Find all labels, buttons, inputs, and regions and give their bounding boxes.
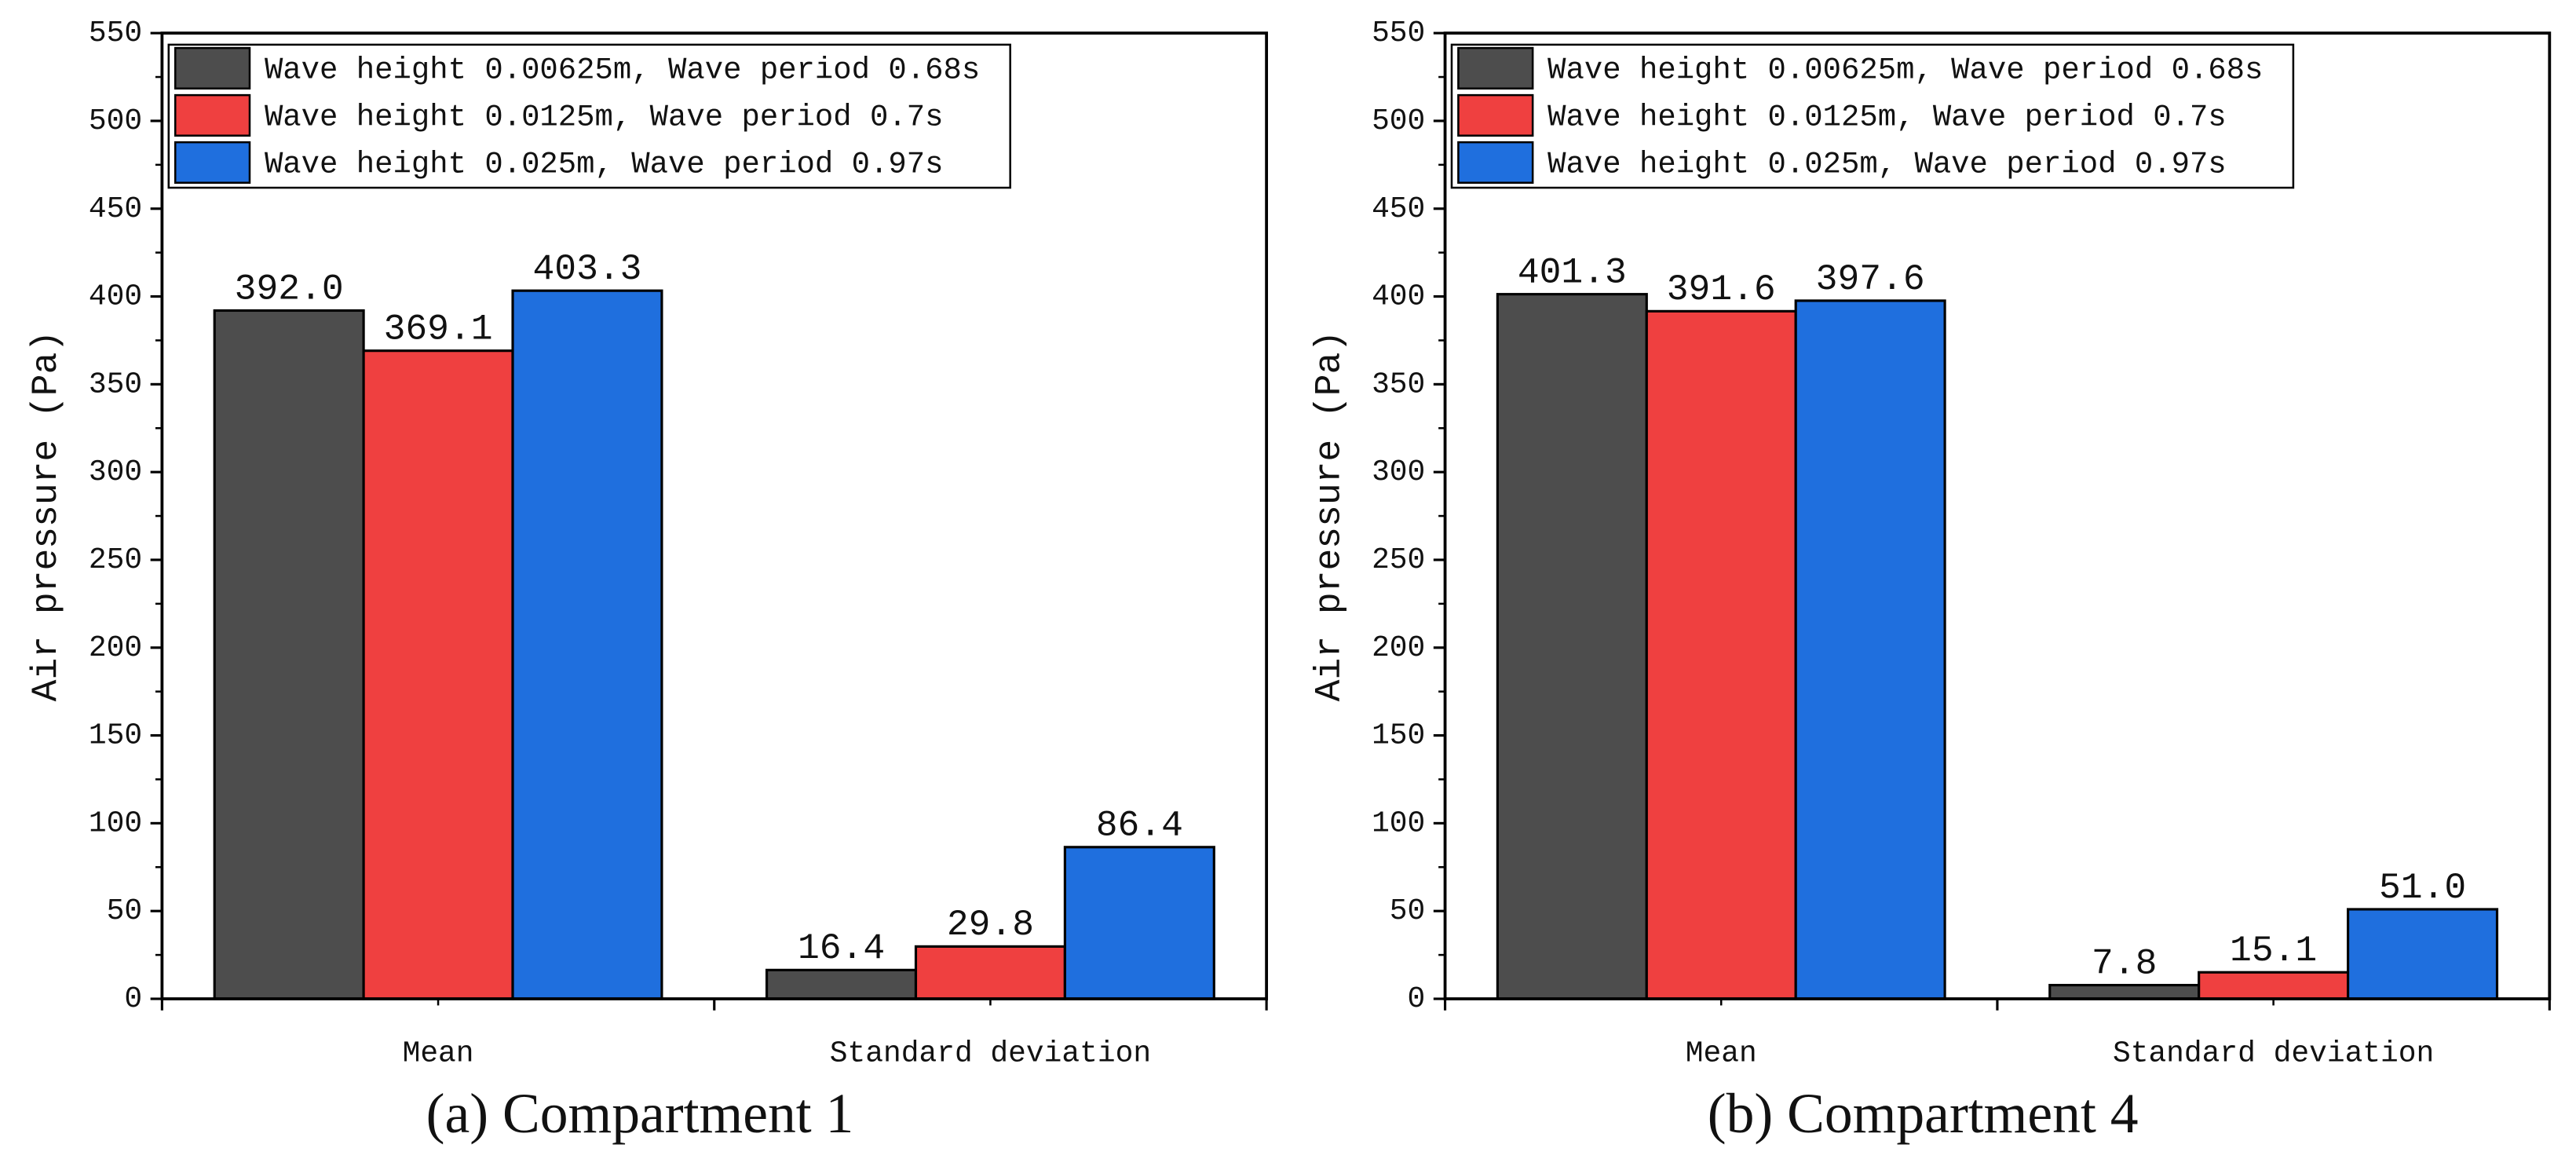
legend-label: Wave height 0.00625m, Wave period 0.68s [265,53,980,87]
y-tick-label: 50 [107,894,142,928]
y-tick-label: 400 [89,280,142,314]
legend-swatch [1457,93,1534,137]
caption: (a) Compartment 1 [426,1083,854,1145]
value-label: 86.4 [1096,805,1183,846]
bar [213,309,365,1000]
y-tick-label: 550 [89,16,142,50]
y-tick-label: 200 [1372,631,1425,665]
y-tick-label: 500 [89,104,142,138]
caption: (b) Compartment 4 [1708,1083,2139,1145]
value-label: 401.3 [1518,252,1627,294]
legend-frame [1450,43,2295,189]
value-label: 7.8 [2092,942,2157,984]
value-label: 397.6 [1816,258,1925,300]
value-label: 369.1 [384,309,493,350]
value-label: 29.8 [947,904,1034,945]
y-tick-label: 500 [1372,104,1425,138]
bar [1794,299,1946,1000]
value-label: 51.0 [2379,867,2466,909]
legend-swatch [174,93,251,137]
bar [2048,983,2201,1000]
chart-panel: 0 50 100 150 200 250 300 350 400 450 500 550 Air pre… [25,16,1269,1145]
x-tick-label: Mean [403,1037,474,1071]
legend-swatch [174,141,251,185]
y-tick-label: 150 [1372,719,1425,753]
legend-label: Wave height 0.0125m, Wave period 0.7s [1547,100,2227,134]
bar [765,968,918,1000]
x-tick-label: Standard deviation [830,1037,1151,1071]
plot-frame [1443,31,2552,1000]
legend-frame [167,43,1011,189]
legend-label: Wave height 0.025m, Wave period 0.97s [1547,147,2227,181]
y-tick-label: 350 [1372,367,1425,401]
y-tick-label: 400 [1372,280,1425,314]
value-label: 15.1 [2230,930,2317,971]
value-label: 392.0 [235,268,344,309]
y-tick-label: 350 [89,367,142,401]
bar [1496,293,1648,1000]
bar [362,349,514,1000]
y-tick-label: 50 [1390,894,1425,928]
x-tick-label: Standard deviation [2113,1037,2434,1071]
bar [1063,846,1215,1000]
chart-panel: 0 50 100 150 200 250 300 350 400 450 500 550 Air pre… [1308,16,2552,1145]
y-tick-label: 100 [89,806,142,840]
bar [1645,309,1797,1000]
plot-frame [160,31,1269,1000]
bar [2198,971,2350,1000]
y-tick-label: 550 [1372,16,1425,50]
bar [914,945,1066,1000]
legend-label: Wave height 0.0125m, Wave period 0.7s [265,100,944,134]
value-label: 391.6 [1667,269,1776,310]
legend-swatch [174,46,251,90]
y-tick-label: 200 [89,631,142,665]
y-tick-label: 450 [89,192,142,226]
bar [511,289,663,1000]
bar [2346,908,2499,1000]
y-axis-label: Air pressure (Pa) [1308,331,1350,701]
legend-swatch [1457,141,1534,185]
legend-label: Wave height 0.00625m, Wave period 0.68s [1547,53,2263,87]
legend-label: Wave height 0.025m, Wave period 0.97s [265,147,944,181]
y-tick-label: 300 [89,455,142,489]
y-tick-label: 250 [89,543,142,577]
y-tick-label: 100 [1372,806,1425,840]
y-tick-label: 150 [89,719,142,753]
y-tick-label: 450 [1372,192,1425,226]
y-tick-label: 250 [1372,543,1425,577]
y-tick-label: 0 [124,982,142,1016]
y-tick-label: 0 [1408,982,1426,1016]
y-axis-label: Air pressure (Pa) [25,331,67,701]
legend-swatch [1457,46,1534,90]
y-tick-label: 300 [1372,455,1425,489]
value-label: 16.4 [798,927,885,969]
x-tick-label: Mean [1686,1037,1757,1071]
value-label: 403.3 [532,248,641,290]
